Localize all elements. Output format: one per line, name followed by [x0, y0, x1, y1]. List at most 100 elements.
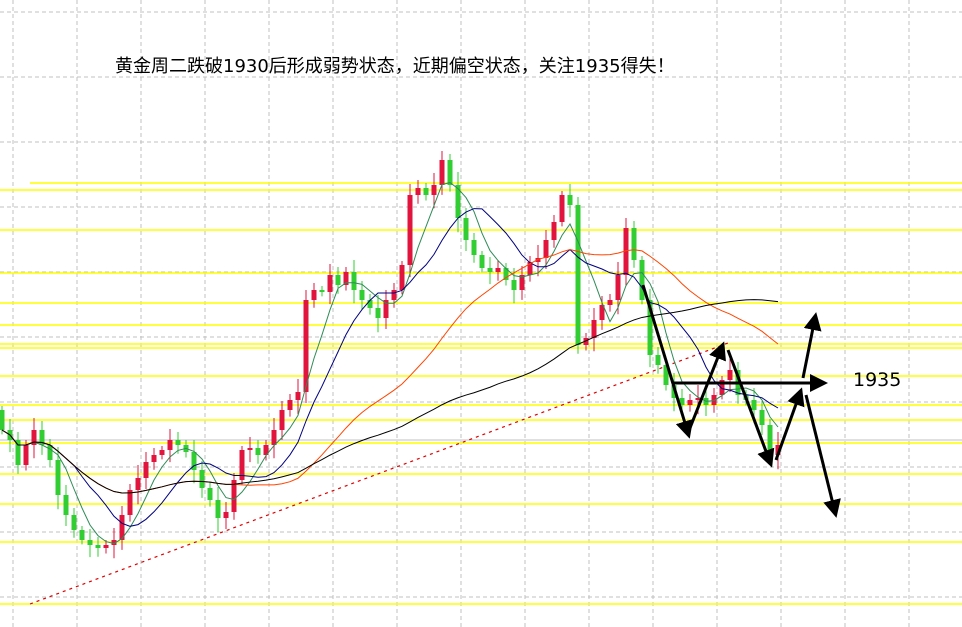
candle-body	[159, 450, 165, 455]
candle-body	[111, 540, 117, 545]
candle-body	[87, 540, 93, 545]
ma-fast-line	[1, 182, 779, 545]
candle-body	[127, 490, 133, 515]
candle-body	[695, 398, 701, 400]
candle-body	[31, 430, 37, 445]
candle-body	[655, 355, 661, 365]
candle-body	[135, 478, 141, 490]
ma-long-line	[1, 299, 779, 494]
candle-body	[207, 488, 213, 500]
candle-body	[399, 265, 405, 290]
candle-body	[751, 400, 757, 410]
candle-body	[383, 300, 389, 318]
candle-body	[583, 338, 589, 345]
candle-body	[759, 410, 765, 425]
candle-body	[495, 268, 501, 272]
candle-body	[471, 240, 477, 255]
candle-body	[15, 440, 21, 465]
candle-body	[679, 398, 685, 405]
candle-body	[391, 290, 397, 300]
candle-body	[327, 275, 333, 292]
candle-body	[303, 300, 309, 392]
candle-body	[767, 425, 773, 455]
candle-body	[343, 272, 349, 285]
chart-title: 黄金周二跌破1930后形成弱势状态，近期偏空状态，关注1935得失！	[115, 56, 675, 77]
candle-body	[519, 275, 525, 290]
candle-body	[95, 545, 101, 548]
candle-body	[415, 188, 421, 195]
candle-body	[335, 275, 341, 285]
candle-body	[0, 410, 5, 430]
candle-body	[623, 228, 629, 275]
candle-body	[639, 260, 645, 300]
candle-body	[359, 290, 365, 300]
candle-body	[263, 445, 269, 455]
candle-body	[319, 290, 325, 292]
candle-body	[215, 500, 221, 518]
trend-line	[29, 342, 729, 605]
candle-body	[479, 255, 485, 268]
candle-body	[487, 268, 493, 272]
candle-body	[311, 290, 317, 300]
candle-body	[199, 470, 205, 488]
annotation-arrow	[726, 349, 775, 468]
candle-body	[279, 410, 285, 430]
candle-body	[663, 365, 669, 385]
candle-body	[63, 495, 69, 515]
candle-body	[191, 452, 197, 470]
candle-body	[271, 430, 277, 445]
candle-body	[407, 195, 413, 265]
candle-body	[367, 300, 373, 308]
candle-body	[151, 455, 157, 462]
candle-body	[175, 440, 181, 445]
candle-body	[431, 185, 437, 195]
candle-body	[615, 275, 621, 300]
candle-body	[503, 268, 509, 280]
candle-body	[463, 218, 469, 240]
candle-body	[375, 308, 381, 318]
candle-body	[647, 300, 653, 355]
candle-body	[591, 320, 597, 338]
candle-body	[79, 530, 85, 540]
candle-body	[543, 240, 549, 258]
candle-body	[567, 195, 573, 205]
candle-body	[143, 462, 149, 478]
candle-body	[711, 395, 717, 405]
candle-body	[39, 430, 45, 445]
candle-body	[71, 515, 77, 530]
candle-body	[599, 305, 605, 320]
candle-body	[447, 160, 453, 185]
candle-body	[223, 512, 229, 518]
candle-body	[607, 300, 613, 305]
candle-body	[23, 445, 29, 465]
candle-body	[351, 272, 357, 290]
level-label-1935: 1935	[853, 369, 902, 391]
candle-body	[559, 195, 565, 222]
candle-body	[47, 445, 53, 460]
candle-body	[55, 460, 61, 495]
candle-body	[231, 480, 237, 512]
candle-body	[511, 280, 517, 290]
annotation-arrow	[801, 312, 822, 379]
candle-body	[719, 380, 725, 395]
candle-body	[575, 205, 581, 345]
candle-body	[687, 400, 693, 405]
candle-body	[535, 258, 541, 262]
candle-body	[527, 262, 533, 275]
candle-body	[295, 392, 301, 400]
candle-body	[119, 515, 125, 540]
ma-slow-line	[1, 248, 779, 494]
annotation-arrow	[641, 284, 694, 439]
candle-body	[423, 188, 429, 195]
candle-body	[103, 545, 109, 548]
candle-body	[551, 222, 557, 240]
annotation-arrow	[804, 394, 841, 518]
annotation-arrow	[774, 387, 805, 461]
candle-body	[247, 448, 253, 450]
candle-body	[439, 160, 445, 185]
candle-body	[255, 448, 261, 455]
candle-body	[455, 185, 461, 218]
annotation-arrow	[686, 341, 726, 434]
